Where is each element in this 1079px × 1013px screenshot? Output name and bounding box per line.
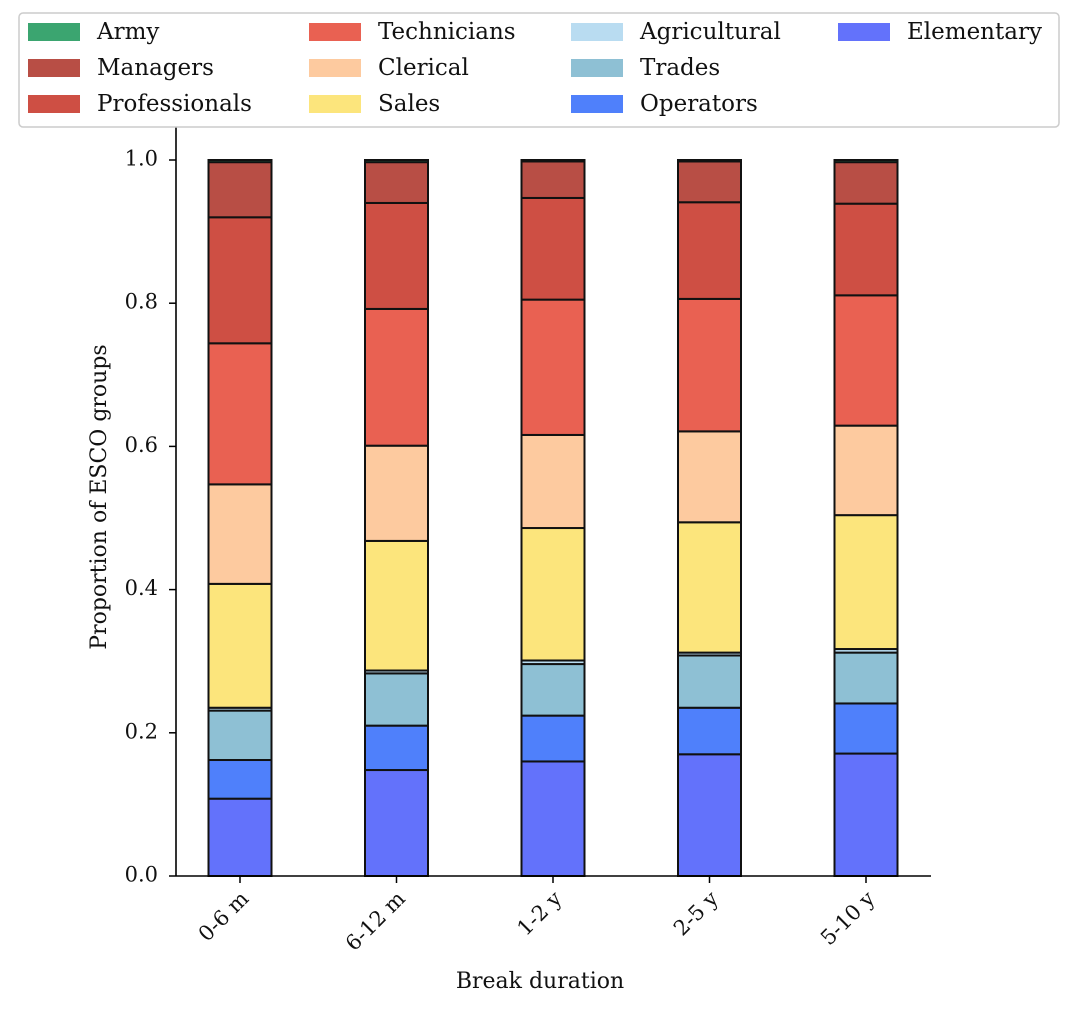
y-tick-label: 0.0 [125,863,158,887]
bar-segment-6-12-m-managers [364,161,429,204]
bar-segment-2-5-y-technicians [677,297,742,433]
bar-segment-6-12-m-operators [364,724,429,772]
legend-swatch-army [28,23,80,41]
bar-segment-0-6-m-technicians [207,342,273,486]
y-tick-label: 0.4 [125,576,158,600]
bar-segment-1-2-y-trades [520,663,586,717]
x-ticks: 0-6 m 6-12 m 1-2 y 2-5 y 5-10 y [194,876,880,956]
legend-swatch-trades [571,59,623,77]
legend-swatch-professionals [28,95,80,113]
bar-segment-6-12-m-technicians [364,307,429,447]
bar-segment-1-2-y-clerical [520,433,586,530]
y-axis-title: Proportion of ESCO groups [87,344,112,649]
legend-swatch-technicians [309,23,361,41]
legend-frame [18,12,1060,128]
bar-segment-0-6-m-sales [207,582,273,709]
bar-segment-5-10-y-sales [833,514,899,651]
x-axis-title: Break duration [456,969,624,994]
bar-segment-6-12-m-professionals [364,201,429,310]
y-tick-label: 0.6 [125,433,158,457]
legend-label-managers: Managers [97,55,214,81]
legend-swatch-elementary [838,23,890,41]
x-tick-label: 0-6 m [194,886,254,946]
y-tick-label: 0.2 [125,719,158,743]
bar-segment-6-12-m-clerical [364,444,429,542]
bar-segment-0-6-m-clerical [207,483,273,585]
bar-segment-6-12-m-sales [364,539,429,672]
bar-segment-1-2-y-technicians [520,298,586,436]
legend-label-professionals: Professionals [97,91,252,117]
bar-segment-0-6-m-trades [207,709,273,762]
bars-layer [207,159,899,878]
bar-segment-1-2-y-sales [520,527,586,662]
bar-segment-2-5-y-army [677,159,742,163]
bar-segment-6-12-m-trades [364,672,429,727]
bar-segment-5-10-y-operators [833,702,899,755]
bar-segment-1-2-y-operators [520,714,586,763]
y-tick-label: 0.8 [125,290,158,314]
bar-segment-0-6-m-elementary [207,797,273,877]
bar-segment-5-10-y-elementary [833,752,899,878]
legend-swatch-clerical [309,59,361,77]
bar-segment-2-5-y-sales [677,521,742,654]
legend-label-trades: Trades [640,55,720,81]
legend: Army Managers Professionals Technicians Cler… [18,12,1060,128]
bar-segment-0-6-m-managers [207,161,273,219]
legend-swatch-sales [309,95,361,113]
legend-label-operators: Operators [640,91,758,117]
bar-segment-1-2-y-elementary [520,760,586,877]
bar-segment-1-2-y-army [520,159,586,163]
bar-segment-1-2-y-professionals [520,196,586,301]
y-tick-label: 1.0 [125,147,158,171]
y-ticks: 0.0 0.2 0.4 0.6 0.8 1.0 [125,147,176,887]
legend-swatch-operators [571,95,623,113]
bar-segment-2-5-y-trades [677,654,742,709]
legend-label-elementary: Elementary [907,19,1042,45]
bar-segment-0-6-m-professionals [207,216,273,345]
x-tick-label: 2-5 y [669,886,723,940]
bar-segment-5-10-y-trades [833,651,899,705]
bar-segment-6-12-m-elementary [364,769,429,877]
bar-segment-5-10-y-clerical [833,424,899,517]
legend-label-agricultural: Agricultural [639,19,781,45]
bar-segment-2-5-y-managers [677,160,742,204]
bar-segment-6-12-m-army [364,159,429,164]
bar-segment-2-5-y-operators [677,706,742,756]
bar-segment-1-2-y-managers [520,160,586,199]
x-tick-label: 6-12 m [341,886,410,955]
legend-label-sales: Sales [378,91,440,117]
bar-segment-2-5-y-clerical [677,430,742,524]
bar-segment-5-10-y-professionals [833,202,899,297]
bar-segment-2-5-y-elementary [677,753,742,878]
legend-label-army: Army [96,19,159,45]
bar-segment-2-5-y-professionals [677,201,742,300]
legend-swatch-agricultural [571,23,623,41]
legend-label-technicians: Technicians [378,19,516,45]
legend-label-clerical: Clerical [378,55,469,81]
x-tick-label: 5-10 y [816,886,880,950]
bar-segment-5-10-y-army [833,159,899,164]
bar-segment-5-10-y-technicians [833,294,899,427]
x-tick-label: 1-2 y [512,886,566,940]
legend-swatch-managers [28,59,80,77]
bar-segment-5-10-y-managers [833,161,899,205]
bar-segment-0-6-m-army [207,159,273,164]
bar-segment-0-6-m-operators [207,759,273,800]
